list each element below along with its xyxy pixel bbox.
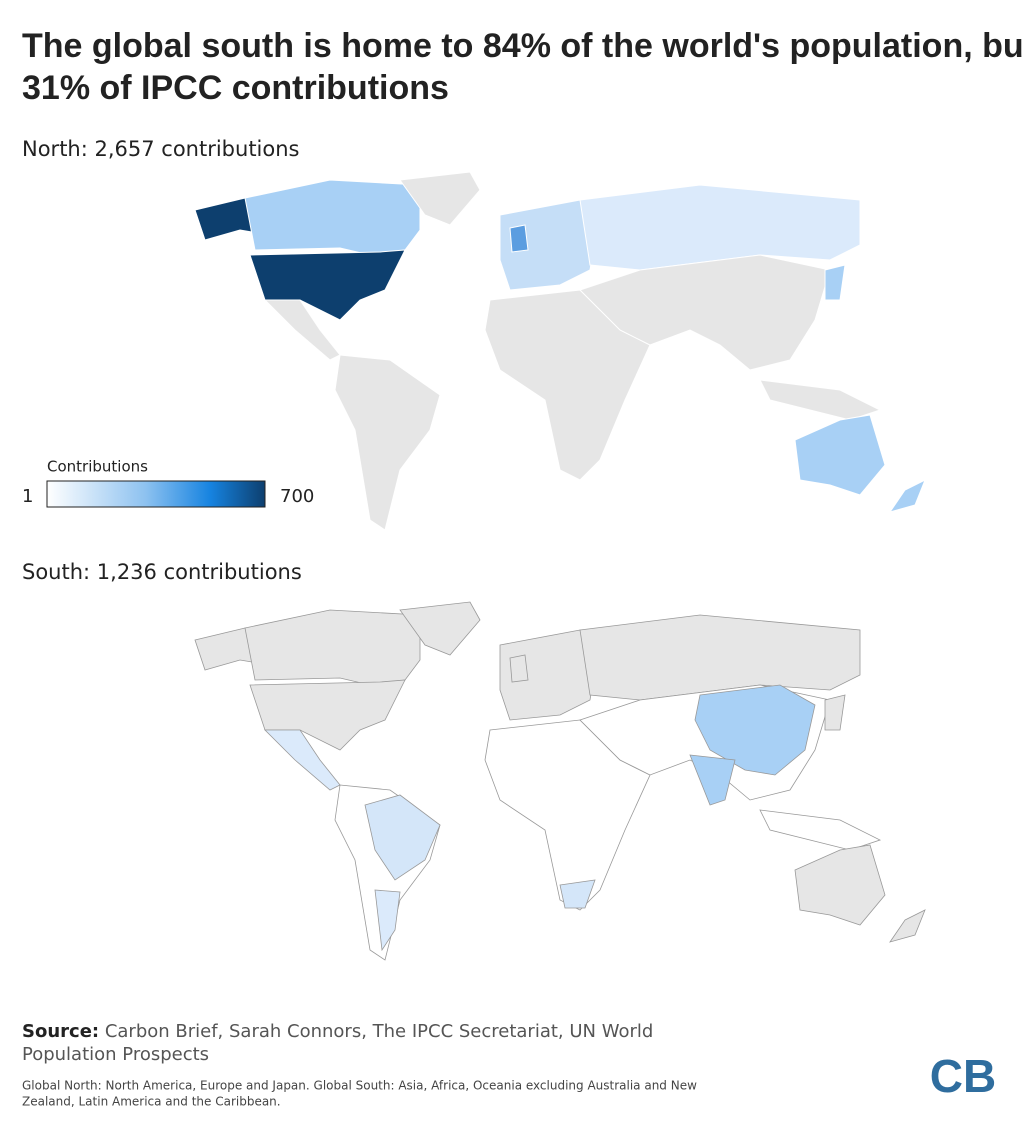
country-shape [889,909,926,943]
country-shape [759,809,882,851]
source: Source: Carbon Brief, Sarah Connors, The… [22,1021,653,1042]
legend-scale [46,480,266,508]
legend-min: 1 [22,486,33,507]
source-label: Source: [22,1021,99,1042]
country-shape [244,609,421,686]
country-shape [694,684,816,776]
country-shape [759,379,882,421]
south-map [194,601,926,961]
logo: CB [930,1050,996,1102]
country-shape [509,654,529,683]
note: Zealand, Latin America and the Caribbean… [22,1095,281,1109]
legend-title: Contributions [47,458,148,476]
country-shape [888,478,926,513]
title: 31% of IPCC contributions [22,69,449,107]
country-shape [579,614,861,701]
country-shape [364,794,441,881]
country-shape [689,754,736,806]
country-shape [559,879,596,909]
map-label: North: 2,657 contributions [22,137,300,161]
country-shape [824,264,846,301]
country-shape [399,601,481,656]
country-shape [579,254,831,371]
country-shape [509,224,529,253]
country-shape [249,249,406,321]
source-text: Carbon Brief, Sarah Connors, The IPCC Se… [99,1021,653,1042]
map-label: South: 1,236 contributions [22,560,302,584]
country-shape [244,179,421,256]
source-text: Population Prospects [22,1044,209,1065]
country-shape [249,679,406,751]
country-shape [579,184,861,271]
country-shape [794,844,886,926]
north-map [194,171,926,531]
country-shape [399,171,481,226]
country-shape [334,354,441,531]
country-shape [794,414,886,496]
title: The global south is home to 84% of the w… [22,27,1024,65]
country-shape [824,694,846,731]
note: Global North: North America, Europe and … [22,1079,697,1093]
legend-max: 700 [280,486,314,507]
country-shape [374,889,401,952]
